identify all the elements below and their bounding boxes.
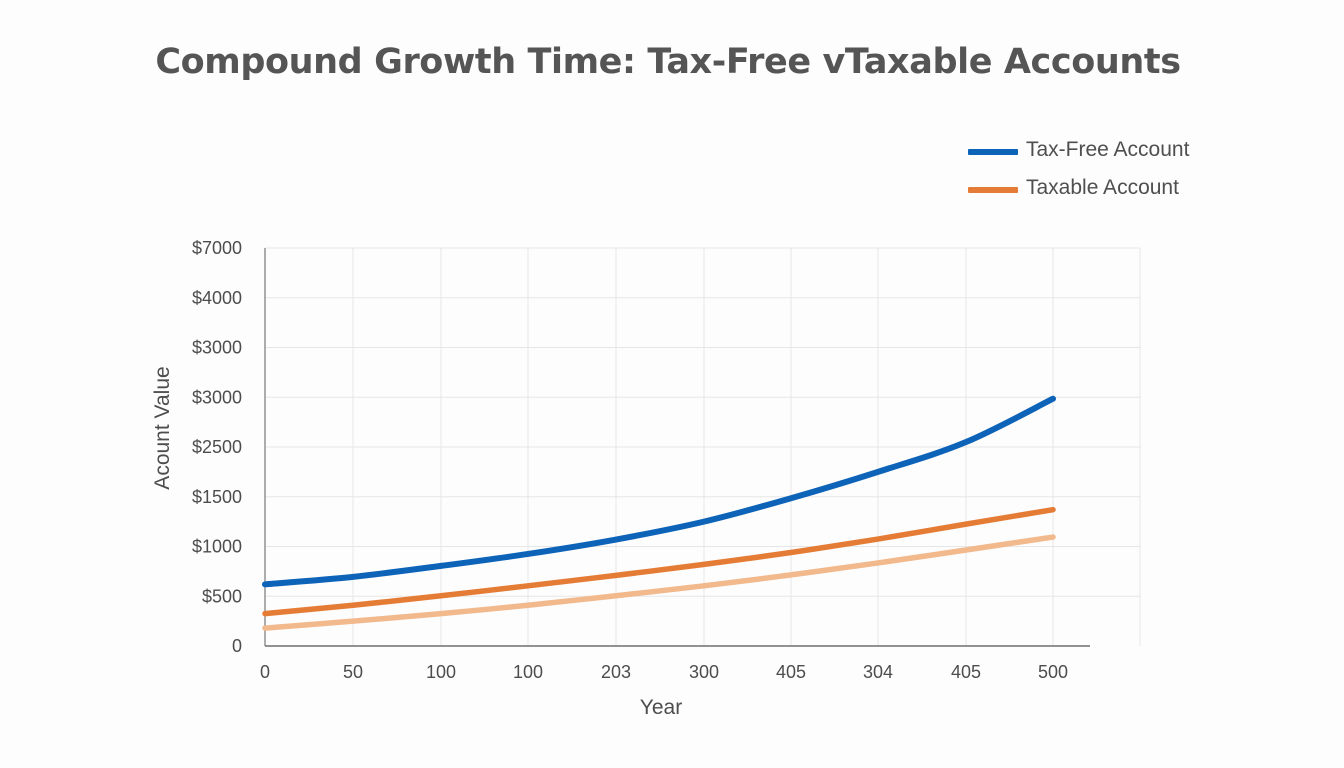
x-tick-label: 500 bbox=[1038, 662, 1068, 682]
y-tick-label: $1500 bbox=[192, 487, 242, 507]
x-axis-title: Year bbox=[640, 696, 682, 719]
chart-title: Compound Growth Time: Tax-Free vTaxable … bbox=[155, 42, 1181, 82]
series-line-taxable-light bbox=[262, 534, 1056, 631]
y-axis-title: Acount Value bbox=[151, 366, 174, 489]
y-tick-label: $7000 bbox=[192, 238, 242, 258]
legend-swatch-tax-free bbox=[968, 149, 1018, 155]
x-tick-label: 304 bbox=[863, 662, 893, 682]
y-tick-label: $4000 bbox=[192, 288, 242, 308]
x-tick-label: 100 bbox=[513, 662, 543, 682]
y-tick-label: 0 bbox=[232, 636, 242, 656]
y-tick-label: $2500 bbox=[192, 437, 242, 457]
y-tick-label: $3000 bbox=[192, 387, 242, 407]
x-tick-label: 0 bbox=[260, 662, 270, 682]
x-tick-label: 50 bbox=[343, 662, 363, 682]
legend-label-tax-free: Tax-Free Account bbox=[1026, 138, 1190, 161]
series-line-taxable bbox=[262, 506, 1056, 617]
x-tick-label: 300 bbox=[689, 662, 719, 682]
y-tick-label: $500 bbox=[202, 586, 242, 606]
legend-swatch-taxable bbox=[968, 187, 1018, 193]
legend-label-taxable: Taxable Account bbox=[1026, 176, 1179, 199]
y-tick-label: $1000 bbox=[192, 537, 242, 557]
x-tick-label: 405 bbox=[951, 662, 981, 682]
x-tick-label: 203 bbox=[601, 662, 631, 682]
x-tick-label: 405 bbox=[776, 662, 806, 682]
series-line-tax-free bbox=[262, 395, 1056, 588]
y-tick-label: $3000 bbox=[192, 338, 242, 358]
x-tick-label: 100 bbox=[426, 662, 456, 682]
